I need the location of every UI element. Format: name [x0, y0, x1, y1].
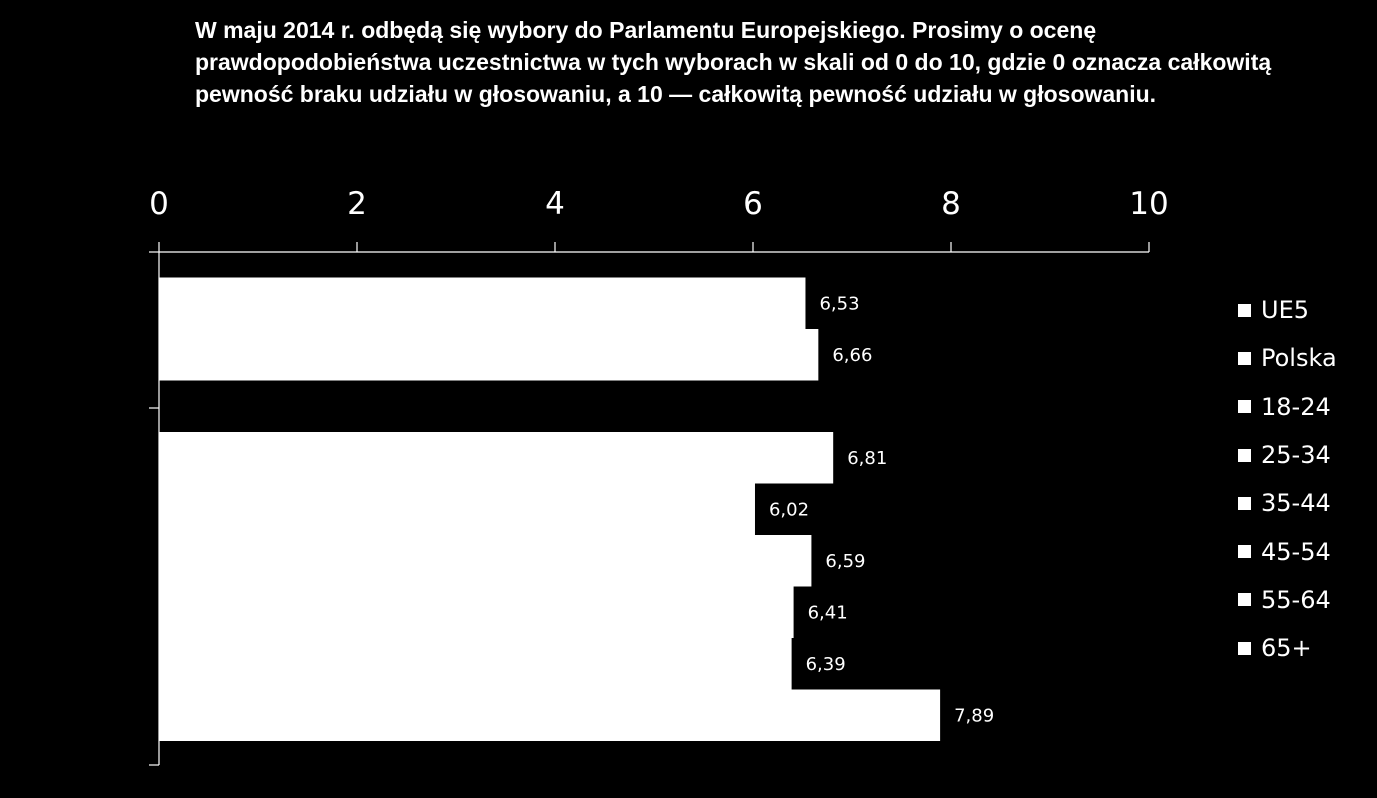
- legend-label: 25-34: [1261, 441, 1331, 470]
- x-tick-label: 4: [545, 186, 565, 222]
- data-labels: 6,53 6,66 6,81 6,02 6,59 6,41 6,39 7,89: [769, 293, 994, 726]
- bar-45-54: [159, 586, 794, 638]
- legend-swatch: [1238, 496, 1251, 510]
- x-tick-label: 8: [941, 186, 961, 222]
- legend-label: 55-64: [1261, 585, 1331, 614]
- data-label: 7,89: [954, 705, 994, 726]
- legend-item: Polska: [1238, 334, 1373, 382]
- legend-item: 25-34: [1238, 431, 1373, 479]
- bar-25-34: [159, 483, 755, 535]
- legend-swatch: [1238, 303, 1251, 317]
- legend-label: 65+: [1261, 634, 1312, 663]
- bar-65-: [159, 689, 941, 741]
- data-label: 6,02: [769, 499, 809, 520]
- x-tick-label: 0: [149, 186, 169, 222]
- legend-swatch: [1238, 351, 1251, 365]
- legend-item: 55-64: [1238, 576, 1373, 624]
- legend-swatch: [1238, 641, 1251, 655]
- legend-swatch: [1238, 545, 1251, 559]
- data-label: 6,59: [825, 551, 865, 572]
- legend-label: 45-54: [1261, 537, 1331, 566]
- bar-polska: [159, 329, 819, 381]
- legend: UE5 Polska 18-24 25-34 35-44 45-54 55-64 65+: [1238, 286, 1373, 672]
- legend-label: 35-44: [1261, 489, 1331, 518]
- data-label: 6,53: [819, 293, 859, 314]
- x-tick-label: 10: [1129, 186, 1168, 222]
- bar-18-24: [159, 432, 834, 484]
- data-label: 6,39: [806, 654, 846, 675]
- legend-item: 18-24: [1238, 383, 1373, 431]
- legend-swatch: [1238, 448, 1251, 462]
- data-label: 6,66: [832, 345, 872, 366]
- bar-35-44: [159, 535, 812, 587]
- bars: [159, 277, 941, 741]
- legend-label: 18-24: [1261, 392, 1331, 421]
- legend-label: UE5: [1261, 296, 1309, 325]
- chart-title: W maju 2014 r. odbędą się wybory do Parl…: [195, 17, 1272, 107]
- legend-item: 65+: [1238, 624, 1373, 672]
- bar-55-64: [159, 638, 792, 690]
- legend-swatch: [1238, 593, 1251, 607]
- legend-item: 35-44: [1238, 479, 1373, 527]
- legend-swatch: [1238, 400, 1251, 414]
- bar-ue5: [159, 277, 806, 329]
- data-label: 6,41: [808, 602, 848, 623]
- x-tick-label: 6: [743, 186, 763, 222]
- legend-item: UE5: [1238, 286, 1373, 334]
- legend-label: Polska: [1261, 344, 1337, 373]
- x-tick-label: 2: [347, 186, 367, 222]
- legend-item: 45-54: [1238, 527, 1373, 575]
- data-label: 6,81: [847, 448, 887, 469]
